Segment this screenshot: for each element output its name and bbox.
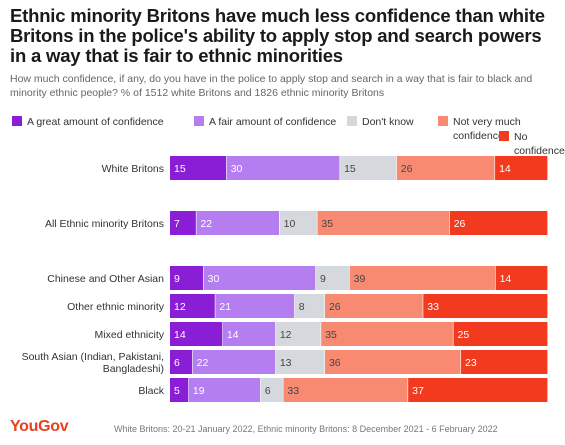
data-label: 14 <box>500 273 512 285</box>
bar-segment <box>170 211 196 235</box>
legend-label-dont-know: Don't know <box>362 116 414 128</box>
legend-item-fair: A fair amount of confidence <box>194 115 336 129</box>
bar-segment <box>294 294 325 318</box>
bar-segment <box>315 266 350 290</box>
data-label: 25 <box>458 329 470 341</box>
bar-segment <box>222 322 276 346</box>
bar-segment <box>192 350 276 374</box>
data-label: 10 <box>284 218 296 230</box>
bar-segment <box>170 378 189 402</box>
data-label: 36 <box>329 357 341 369</box>
data-label: 30 <box>231 163 243 175</box>
data-label: 9 <box>174 273 180 285</box>
bar-segment <box>283 378 408 402</box>
data-label: 15 <box>344 163 356 175</box>
data-label: 14 <box>174 329 186 341</box>
data-label: 22 <box>200 218 212 230</box>
data-label: 19 <box>193 385 205 397</box>
legend-swatch-fair <box>194 116 204 126</box>
data-label: 14 <box>227 329 239 341</box>
legend-swatch-no-confidence <box>499 131 509 141</box>
bar-segment <box>215 294 295 318</box>
chart-subtitle: How much confidence, if any, do you have… <box>10 73 533 99</box>
data-label: 5 <box>174 385 180 397</box>
data-label: 30 <box>208 273 220 285</box>
bar-segment <box>317 211 450 235</box>
bar-segment <box>226 156 340 180</box>
legend-label-not-very: Not very much confidence <box>453 116 521 142</box>
bar-segment <box>275 322 321 346</box>
legend-swatch-great <box>12 116 22 126</box>
bar-segment <box>203 266 316 290</box>
data-label: 26 <box>454 218 466 230</box>
bar-segment <box>396 156 495 180</box>
bar-segment <box>324 294 423 318</box>
bar-segment <box>453 322 548 346</box>
data-label: 35 <box>325 329 337 341</box>
category-label: Mixed ethnicity <box>95 329 165 341</box>
footer-note: White Britons: 20-21 January 2022, Ethni… <box>114 424 498 434</box>
data-label: 12 <box>280 329 292 341</box>
data-label: 21 <box>219 301 231 313</box>
legend-swatch-not-very <box>438 116 448 126</box>
data-label: 6 <box>265 385 271 397</box>
bar-segment <box>188 378 261 402</box>
data-label: 26 <box>329 301 341 313</box>
legend-label-fair: A fair amount of confidence <box>209 116 337 128</box>
bar-segment <box>349 266 496 290</box>
bar-segment <box>170 322 223 346</box>
data-label: 33 <box>287 385 299 397</box>
bar-segment <box>275 350 325 374</box>
bar-segment <box>449 211 548 235</box>
data-label: 14 <box>499 163 511 175</box>
bar-segment <box>321 322 453 346</box>
legend-label-great: A great amount of confidence <box>27 116 164 128</box>
data-label: 7 <box>174 218 180 230</box>
bar-segment <box>408 378 548 402</box>
category-label: South Asian (Indian, Pakistani, <box>22 351 164 363</box>
data-label: 9 <box>320 273 326 285</box>
category-label: Chinese and Other Asian <box>47 273 164 285</box>
data-label: 23 <box>465 357 477 369</box>
category-label: All Ethnic minority Britons <box>45 218 164 230</box>
data-label: 8 <box>299 301 305 313</box>
legend-swatch-dont-know <box>347 116 357 126</box>
legend-item-great: A great amount of confidence <box>12 115 164 129</box>
data-label: 35 <box>321 218 333 230</box>
bar-segment <box>170 350 193 374</box>
data-label: 12 <box>174 301 186 313</box>
bar-segment <box>461 350 548 374</box>
bar-segment <box>324 350 461 374</box>
bar-segment <box>260 378 283 402</box>
data-label: 39 <box>354 273 366 285</box>
bar-segment <box>495 266 548 290</box>
bar-segment <box>170 266 204 290</box>
data-label: 26 <box>401 163 413 175</box>
category-label: Bangladeshi) <box>103 363 164 375</box>
data-label: 37 <box>412 385 424 397</box>
data-label: 13 <box>280 357 292 369</box>
bar-segment <box>196 211 280 235</box>
category-label: Other ethnic minority <box>67 301 165 313</box>
legend-item-not-very: Not very much confidence <box>438 115 558 143</box>
bar-segment <box>170 156 227 180</box>
data-label: 33 <box>427 301 439 313</box>
category-label: Black <box>138 385 164 397</box>
data-label: 6 <box>174 357 180 369</box>
bar-segment <box>340 156 397 180</box>
category-label: White Britons <box>102 163 164 175</box>
bar-segment <box>170 294 215 318</box>
bar-segment <box>423 294 548 318</box>
yougov-logo: YouGov <box>10 418 69 435</box>
bar-segment <box>279 211 317 235</box>
data-label: 15 <box>174 163 186 175</box>
legend-item-dont-know: Don't know <box>347 115 414 129</box>
bar-segment <box>495 156 548 180</box>
chart-title: Ethnic minority Britons have much less c… <box>10 5 545 66</box>
data-label: 22 <box>197 357 209 369</box>
